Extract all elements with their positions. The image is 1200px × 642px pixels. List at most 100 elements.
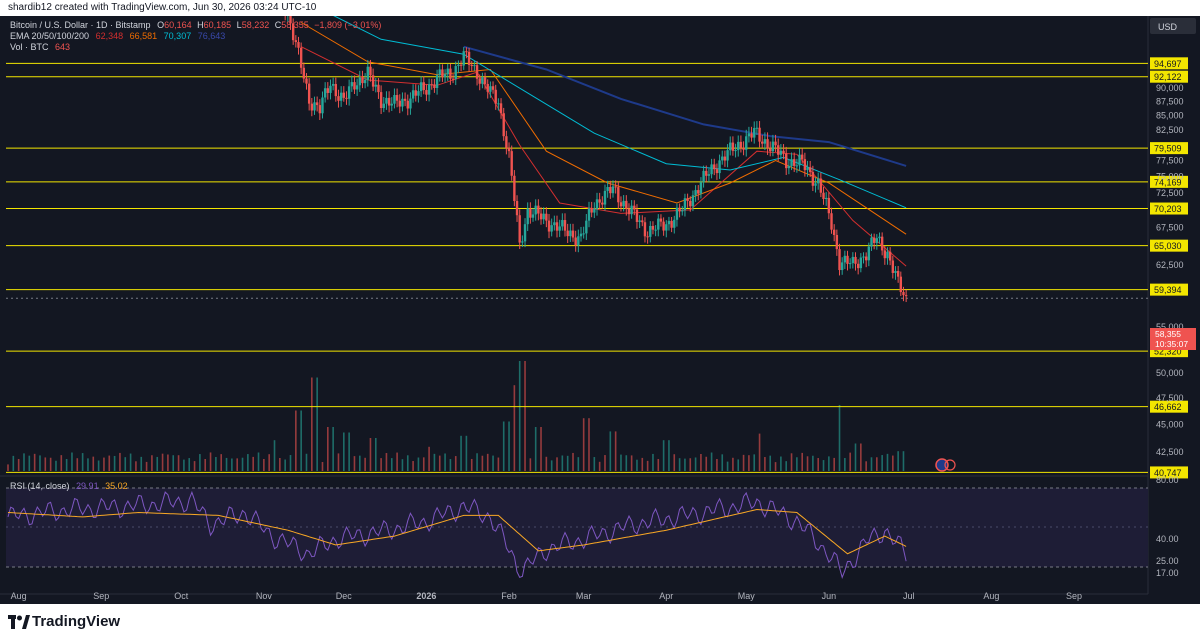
x-tick-0: Aug — [11, 591, 27, 601]
volume-bar — [566, 455, 569, 471]
candle-body — [582, 233, 585, 235]
candle-body — [542, 213, 545, 220]
candle-body — [710, 164, 713, 175]
volume-bar — [369, 438, 372, 471]
flag-icon[interactable] — [935, 458, 956, 472]
candle-body — [411, 90, 415, 99]
volume-bar — [49, 457, 52, 471]
candle-body — [417, 91, 420, 96]
currency-button[interactable] — [1150, 18, 1196, 34]
candle-body — [478, 78, 481, 84]
volume-bar — [87, 458, 89, 471]
volume-bar — [721, 454, 724, 471]
candle-body — [843, 255, 847, 263]
candle-body — [449, 68, 452, 79]
candle-body — [665, 224, 668, 231]
candle-body — [446, 68, 449, 75]
volume-bar — [710, 452, 713, 471]
candle-body — [681, 210, 684, 212]
volume-bar — [529, 458, 532, 471]
volume-bar — [279, 457, 281, 471]
candle-body — [793, 159, 796, 166]
volume-bar — [780, 456, 782, 471]
price-tick-3: 82,500 — [1156, 125, 1184, 135]
candle-body — [713, 164, 716, 170]
candle-body — [763, 139, 767, 144]
candle-body — [297, 42, 300, 48]
candle-body — [353, 82, 356, 90]
chart-canvas[interactable]: 94,697 92,122 79,509 74,169 70,203 65,030 59,3… — [0, 16, 1200, 604]
price-tick-7: 67,500 — [1156, 223, 1184, 233]
volume-bar — [252, 456, 254, 471]
candle-body — [395, 95, 399, 101]
candle-body — [846, 255, 849, 264]
volume-bar — [55, 460, 57, 471]
candle-body — [299, 47, 303, 68]
candle-body — [649, 225, 652, 237]
volume-bar — [604, 455, 606, 471]
candle-body — [377, 84, 380, 93]
volume-bar — [582, 418, 585, 471]
volume-bar — [124, 457, 127, 471]
volume-bar — [220, 454, 223, 471]
candle-body — [787, 166, 791, 169]
candle-body — [635, 209, 639, 222]
volume-bar — [764, 457, 766, 471]
volume-bar — [257, 452, 260, 471]
candle-body — [337, 96, 340, 101]
volume-bar — [396, 452, 398, 471]
candle-body — [585, 220, 588, 234]
rsi-ma-legend-value: 35.02 — [105, 481, 128, 491]
volume-bar — [199, 454, 201, 471]
volume-bar — [748, 455, 750, 471]
candle-body — [595, 199, 599, 209]
footer: TradingView — [0, 604, 1200, 642]
rsi-ma-line — [7, 508, 907, 555]
candle-body — [422, 82, 425, 91]
candle-body — [505, 136, 508, 148]
volume-bar — [225, 457, 228, 471]
candle-body — [675, 207, 679, 220]
candle-body — [342, 92, 346, 98]
candle-body — [321, 97, 324, 114]
candle-body — [734, 150, 737, 152]
candle-body — [771, 141, 775, 152]
candle-body — [291, 23, 295, 41]
volume-bar — [550, 460, 553, 471]
candle-body — [494, 89, 497, 104]
level-label-3: 74,169 — [1154, 177, 1182, 187]
candle-body — [430, 84, 433, 86]
volume-bar — [183, 459, 185, 471]
x-tick-4: Dec — [336, 591, 353, 601]
candle-body — [491, 86, 495, 90]
candle-body — [593, 208, 596, 213]
candle-layer — [284, 16, 908, 303]
credit-text: shardib12 created with TradingView.com, … — [8, 2, 317, 13]
ema-line-2 — [333, 16, 907, 209]
candle-body — [513, 175, 516, 202]
volume-bar — [742, 454, 745, 471]
levels-layer: 94,697 92,122 79,509 74,169 70,203 65,030 59,3… — [6, 57, 1188, 479]
candle-body — [904, 295, 908, 297]
candle-body — [894, 270, 897, 273]
volume-bar — [12, 455, 15, 471]
low-value: 58,232 — [242, 20, 270, 30]
close-label: C — [275, 20, 282, 30]
x-tick-11: Jul — [903, 591, 915, 601]
candle-body — [326, 88, 330, 93]
level-tag-8 — [1150, 400, 1188, 413]
candle-body — [371, 75, 375, 87]
level-label-9: 40,747 — [1154, 468, 1182, 478]
candle-body — [622, 200, 625, 207]
volume-bar — [433, 453, 436, 471]
candle-body — [731, 142, 735, 151]
candle-body — [790, 159, 793, 167]
candle-body — [558, 226, 561, 231]
candle-body — [862, 256, 865, 258]
rsi-tick-1: 40.00 — [1156, 534, 1179, 544]
candle-body — [345, 97, 348, 99]
volume-bar — [316, 377, 318, 471]
candle-body — [641, 220, 644, 223]
candle-body — [465, 51, 468, 53]
volume-bar — [518, 361, 521, 471]
